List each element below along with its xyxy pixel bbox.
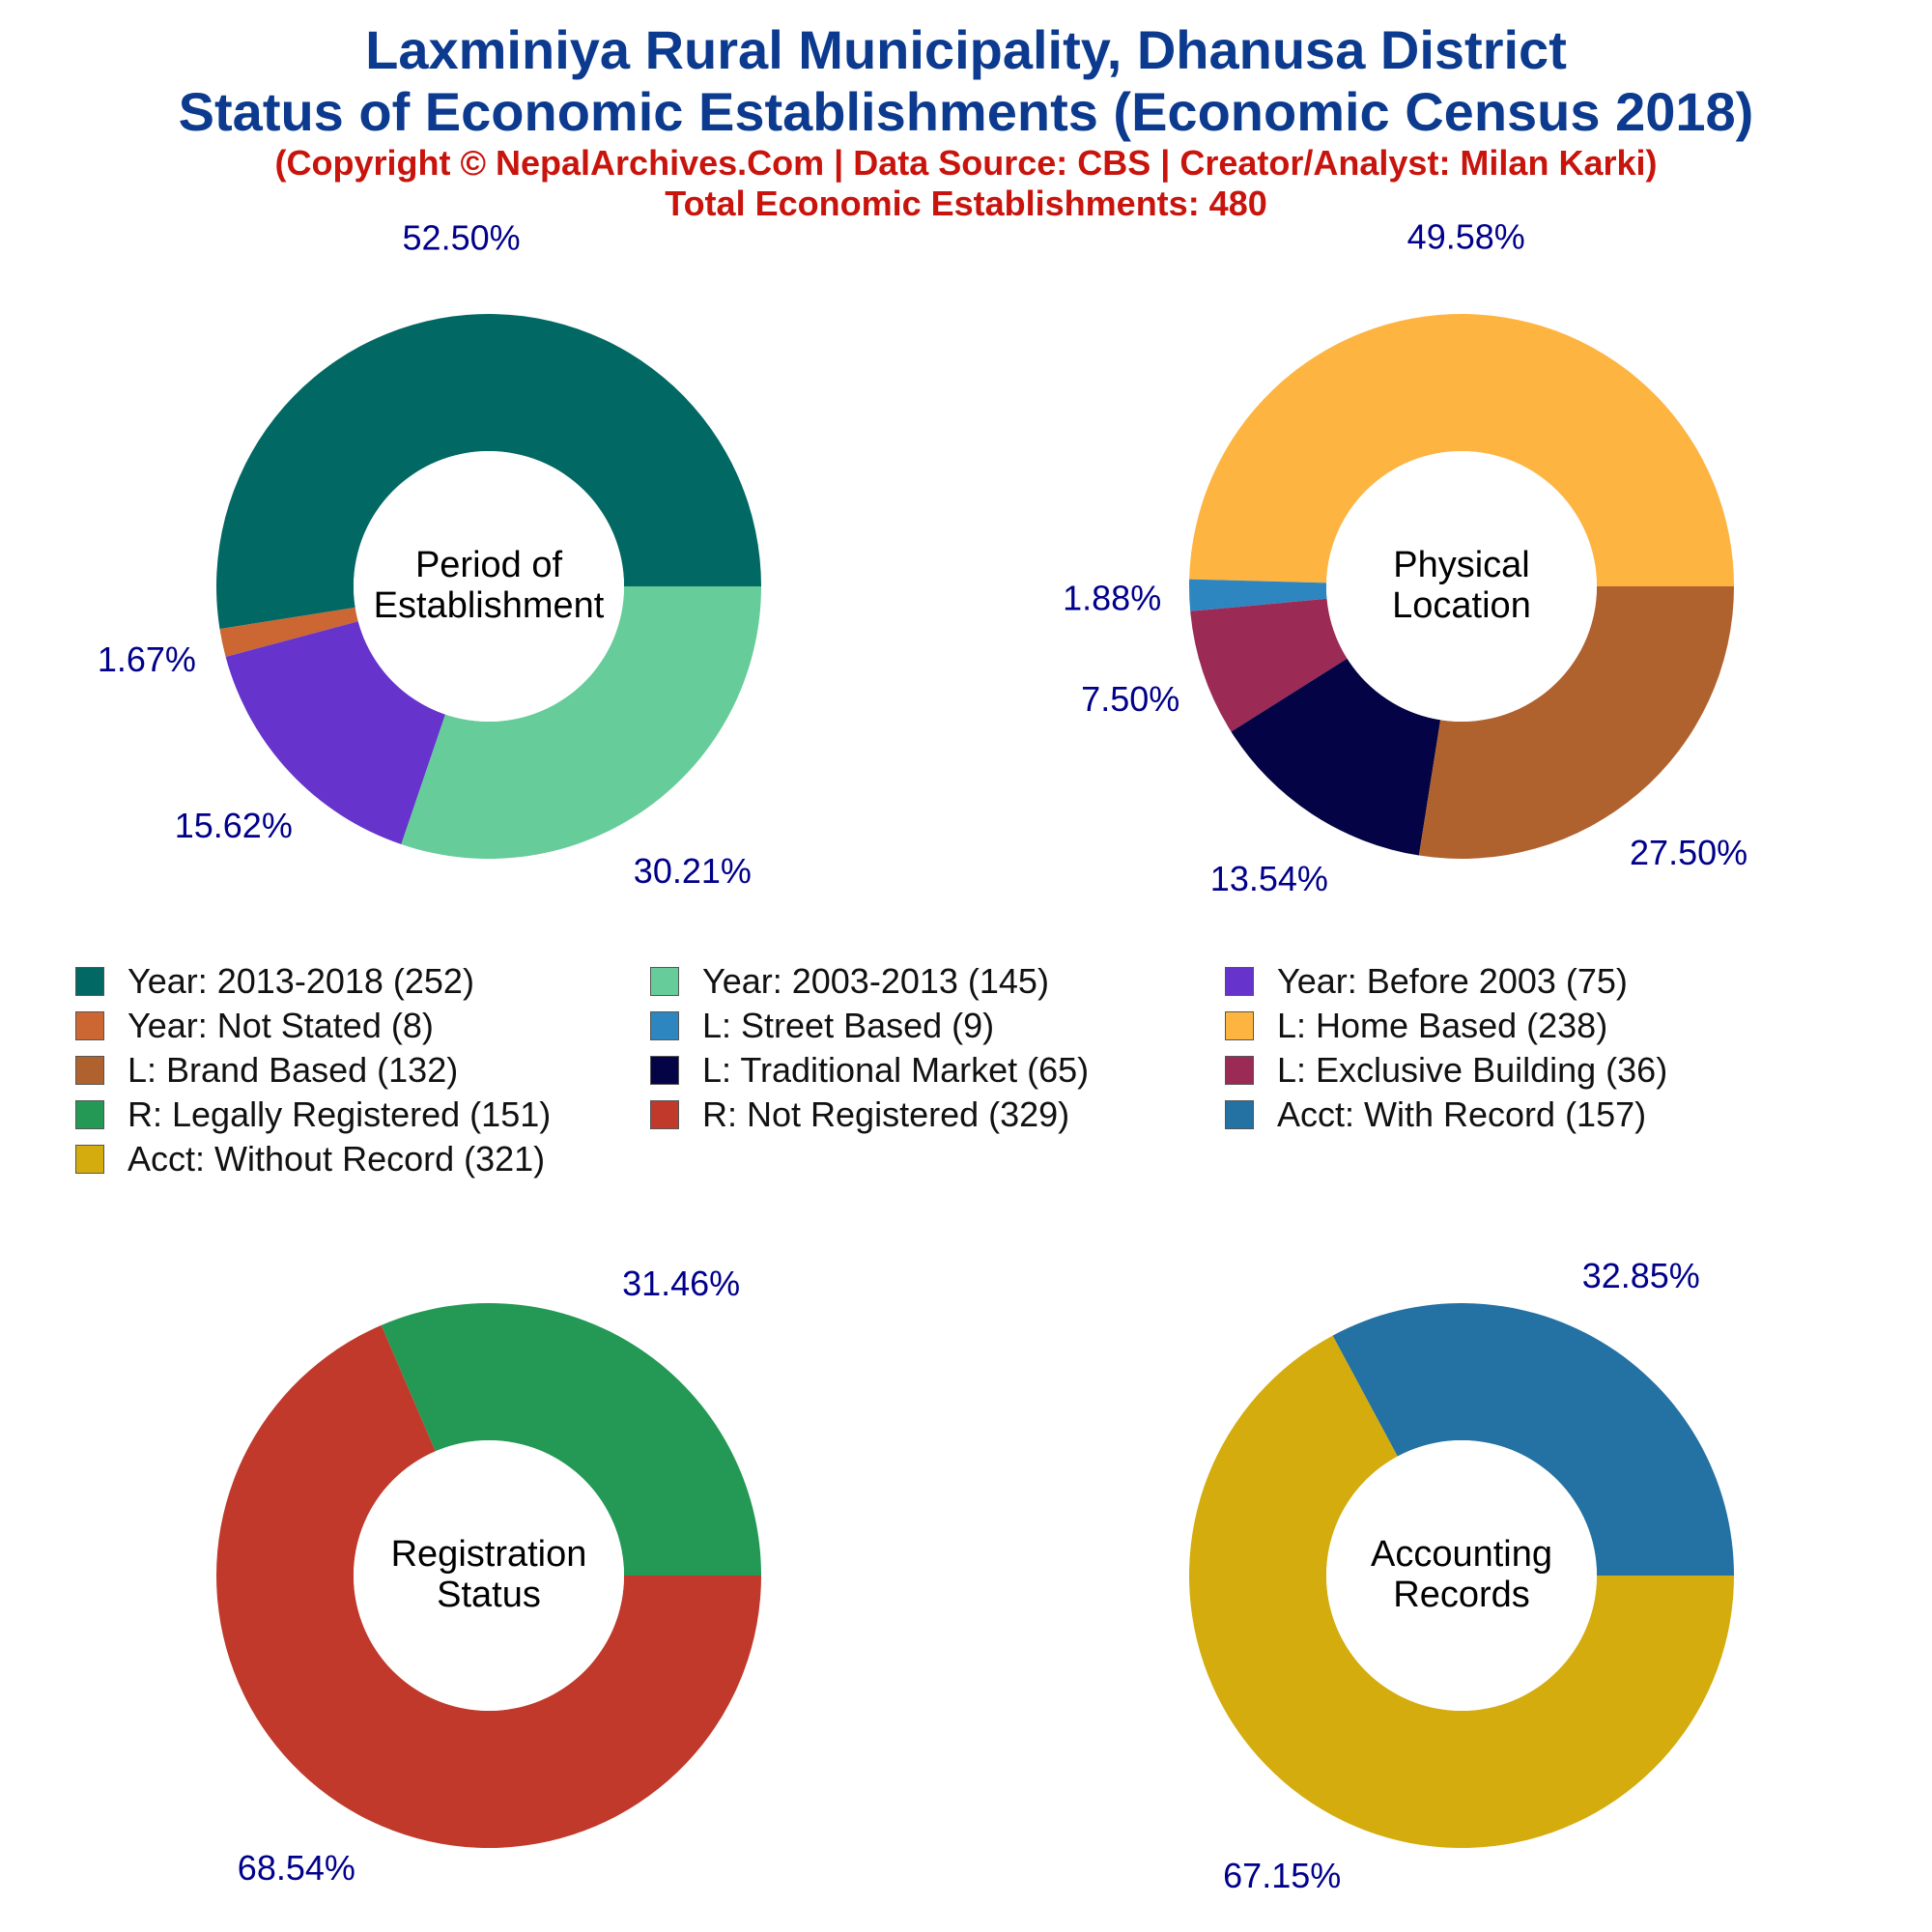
legend-item: L: Traditional Market (65) <box>650 1050 1089 1091</box>
legend-swatch <box>1225 1100 1254 1129</box>
legend-swatch <box>75 967 104 996</box>
legend-swatch <box>650 967 679 996</box>
donut-slice <box>219 607 358 657</box>
legend-label: R: Legally Registered (151) <box>128 1094 552 1134</box>
donut-slice <box>215 313 761 630</box>
donut-slice <box>1188 579 1327 611</box>
slice-percent-label: 67.15% <box>1223 1856 1341 1895</box>
legend-label: L: Street Based (9) <box>702 1006 995 1045</box>
legend-swatch <box>650 1011 679 1040</box>
legend-item: L: Brand Based (132) <box>75 1050 458 1091</box>
slice-percent-label: 30.21% <box>634 851 752 891</box>
slice-percent-label: 15.62% <box>175 806 293 845</box>
legend-swatch <box>75 1011 104 1040</box>
legend-label: Year: Not Stated (8) <box>128 1006 434 1045</box>
donut-slice <box>1189 314 1734 586</box>
chart-title-line1: Laxminiya Rural Municipality, Dhanusa Di… <box>365 19 1567 80</box>
donut-center-label: Accounting <box>1371 1534 1552 1575</box>
slice-percent-label: 1.67% <box>98 639 196 679</box>
legend-item: Year: 2013-2018 (252) <box>75 961 474 1002</box>
legend-label: R: Not Registered (329) <box>702 1094 1070 1134</box>
donut-hole <box>1326 451 1597 722</box>
slice-percent-label: 27.50% <box>1630 833 1747 872</box>
slice-percent-label: 32.85% <box>1582 1256 1700 1295</box>
legend-swatch <box>1225 1011 1254 1040</box>
legend-swatch <box>650 1056 679 1085</box>
slice-percent-label: 31.46% <box>622 1264 740 1303</box>
legend-label: Year: 2003-2013 (145) <box>702 961 1049 1001</box>
donut-center-label: Location <box>1392 585 1531 626</box>
legend-item: Year: Not Stated (8) <box>75 1006 434 1046</box>
legend-item: Year: Before 2003 (75) <box>1225 961 1628 1002</box>
legend-label: L: Brand Based (132) <box>128 1050 459 1090</box>
legend-item: R: Legally Registered (151) <box>75 1094 551 1135</box>
legend-item: L: Street Based (9) <box>650 1006 994 1046</box>
legend-item: Acct: Without Record (321) <box>75 1139 545 1179</box>
slice-percent-label: 68.54% <box>238 1848 355 1888</box>
legend-label: L: Exclusive Building (36) <box>1277 1050 1668 1090</box>
legend-swatch <box>1225 967 1254 996</box>
legend-item: L: Home Based (238) <box>1225 1006 1607 1046</box>
donut-slice <box>381 1303 761 1576</box>
legend-label: Year: Before 2003 (75) <box>1277 961 1628 1001</box>
chart-header: Laxminiya Rural Municipality, Dhanusa Di… <box>0 19 1932 224</box>
legend-item: R: Not Registered (329) <box>650 1094 1069 1135</box>
donut-slice <box>1418 586 1734 860</box>
legend-item: L: Exclusive Building (36) <box>1225 1050 1667 1091</box>
legend-label: L: Traditional Market (65) <box>702 1050 1090 1090</box>
legend-label: Acct: Without Record (321) <box>128 1139 546 1179</box>
legend-swatch <box>75 1145 104 1174</box>
legend-label: L: Home Based (238) <box>1277 1006 1608 1045</box>
legend-swatch <box>650 1100 679 1129</box>
slice-percent-label: 7.50% <box>1081 679 1179 719</box>
donut-slice <box>215 1324 761 1849</box>
legend-label: Acct: With Record (157) <box>1277 1094 1647 1134</box>
slice-percent-label: 49.58% <box>1407 217 1525 257</box>
donut-center-label: Establishment <box>374 585 605 626</box>
donut-slice <box>401 586 761 859</box>
donut-center-label: Records <box>1393 1575 1530 1615</box>
legend-swatch <box>75 1100 104 1129</box>
legend-label: Year: 2013-2018 (252) <box>128 961 474 1001</box>
legend-item: Year: 2003-2013 (145) <box>650 961 1049 1002</box>
chart-title-line2: Status of Economic Establishments (Econo… <box>178 81 1754 142</box>
legend-swatch <box>75 1056 104 1085</box>
donut-slice <box>225 621 445 845</box>
slice-percent-label: 13.54% <box>1210 859 1328 898</box>
donut-slice <box>1189 1335 1734 1848</box>
donut-hole <box>1326 1440 1597 1711</box>
legend-swatch <box>1225 1056 1254 1085</box>
donut-center-label: Status <box>437 1575 541 1615</box>
donut-center-label: Physical <box>1393 545 1530 585</box>
donut-center-label: Registration <box>391 1534 587 1575</box>
donut-hole <box>354 1440 624 1711</box>
total-establishments: Total Economic Establishments: 480 <box>665 184 1267 223</box>
donut-center-label: Period of <box>415 545 563 585</box>
donut-hole <box>354 451 624 722</box>
copyright-line: (Copyright © NepalArchives.Com | Data So… <box>274 143 1658 183</box>
donut-slice <box>1332 1303 1734 1576</box>
slice-percent-label: 1.88% <box>1063 578 1161 617</box>
slice-percent-label: 52.50% <box>403 218 521 258</box>
donut-slice <box>1231 658 1441 856</box>
donut-slice <box>1190 598 1348 732</box>
legend-item: Acct: With Record (157) <box>1225 1094 1646 1135</box>
